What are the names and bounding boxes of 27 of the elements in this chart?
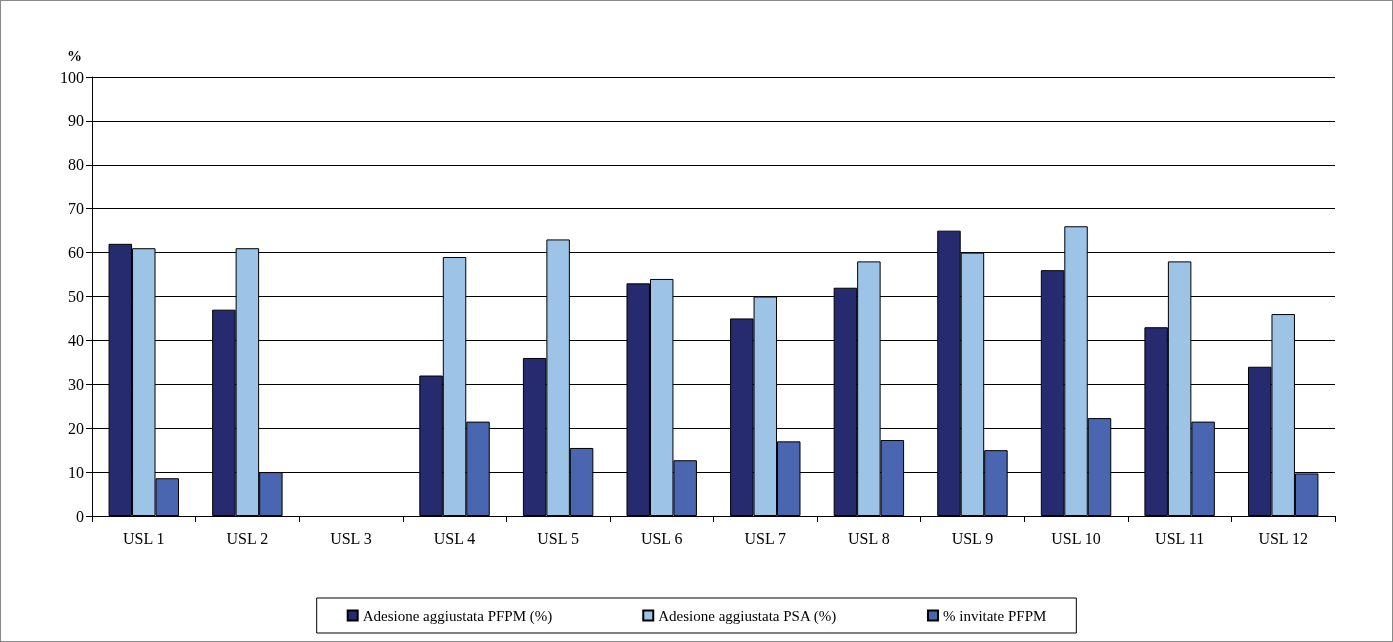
legend-label: % invitate PFPM (942, 607, 1047, 624)
x-tick-label: USL 12 (1258, 529, 1309, 547)
x-tick-label: USL 9 (951, 529, 994, 547)
y-tick-label: 40 (68, 331, 84, 349)
x-tick-label: USL 2 (226, 529, 269, 547)
y-tick-label: 30 (68, 375, 84, 393)
y-axis-title: % (67, 47, 82, 64)
y-tick-label: 50 (68, 288, 84, 305)
legend-label: Adesione aggiustata PFPM (%) (362, 607, 553, 625)
x-tick-label: USL 1 (122, 529, 165, 547)
y-tick-label: 100 (60, 68, 84, 86)
y-tick-label: 10 (68, 463, 84, 481)
legend-label: Adesione aggiustata PSA (%) (658, 607, 837, 625)
y-tick-label: 60 (68, 244, 84, 262)
x-tick-label: USL 6 (640, 529, 683, 547)
x-tick-label: USL 11 (1155, 529, 1205, 547)
x-tick-label: USL 4 (433, 529, 476, 547)
x-tick-label: USL 8 (848, 529, 890, 547)
y-tick-label: 80 (68, 156, 84, 174)
x-tick-label: USL 7 (744, 529, 787, 547)
y-tick-label: 90 (68, 112, 84, 130)
y-tick-label: 70 (68, 200, 84, 218)
x-tick-label: USL 10 (1051, 529, 1101, 547)
y-tick-label: 20 (68, 419, 84, 437)
x-tick-label: USL 3 (330, 529, 372, 547)
y-tick-label: 0 (76, 507, 84, 525)
x-tick-label: USL 5 (537, 529, 579, 547)
